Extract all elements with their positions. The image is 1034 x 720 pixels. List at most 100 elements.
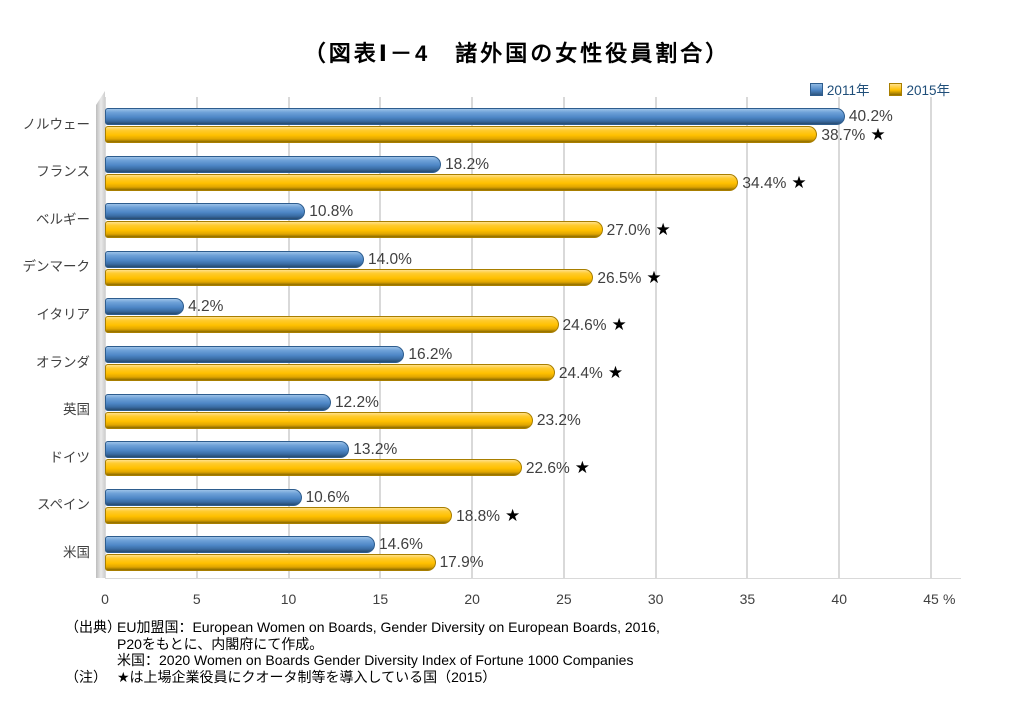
- bar-value-label: 26.5% ★: [597, 267, 662, 287]
- legend-label-2011: 2011年: [826, 83, 870, 98]
- category-label: デンマーク: [22, 259, 91, 275]
- category-label: ドイツ: [49, 449, 91, 465]
- category-label: オランダ: [36, 354, 90, 370]
- bar-2011: [105, 536, 375, 554]
- bar-value-label: 14.6%: [378, 536, 423, 554]
- bar-2015: [105, 506, 453, 524]
- bar-value-label: 22.6% ★: [525, 458, 591, 478]
- bar-2015: [105, 459, 522, 477]
- footnotes: （出典） EU加盟国：European Women on Boards, Gen…: [65, 619, 660, 685]
- footnote-source-text-2: P20をもとに、内閣府にて作成。: [117, 635, 324, 652]
- bar-value-label: 18.2%: [445, 155, 490, 173]
- bar-2011: [105, 488, 302, 506]
- x-tick-label: 25: [556, 591, 572, 607]
- category-label: スペイン: [36, 497, 90, 513]
- quota-star-icon: ★: [646, 267, 662, 287]
- footnote-note-label: （注）: [65, 668, 107, 685]
- category-label: ベルギー: [36, 211, 90, 227]
- bar-2011: [105, 298, 185, 316]
- bar-value-label: 27.0% ★: [606, 220, 671, 240]
- bar-value-label: 24.4% ★: [558, 363, 624, 382]
- legend-swatch-2011-icon: [809, 82, 823, 96]
- gridline: [195, 97, 198, 578]
- gridline: [930, 97, 932, 578]
- category-label: フランス: [36, 164, 90, 180]
- quota-star-icon: ★: [655, 220, 671, 240]
- bar-value-label: 17.9%: [439, 554, 484, 572]
- quota-star-icon: ★: [870, 125, 886, 144]
- bar-value-label: 10.8%: [309, 203, 354, 221]
- x-tick-label: 30: [647, 591, 664, 607]
- footnote-source-line-2: P20をもとに、内閣府にて作成。: [65, 636, 660, 653]
- bar-2015: [105, 316, 559, 334]
- footnote-source-text-1: EU加盟国：European Women on Boards, Gender D…: [117, 619, 660, 635]
- gridline: [379, 97, 382, 578]
- bar-value-label: 34.4% ★: [742, 172, 807, 192]
- quota-star-icon: ★: [574, 458, 591, 478]
- bar-2015: [105, 411, 533, 429]
- gridline: [654, 97, 657, 578]
- bar-value-label: 18.8% ★: [456, 505, 521, 525]
- bar-value-label: 40.2%: [848, 108, 893, 125]
- footnote-source-line-1: （出典） EU加盟国：European Women on Boards, Gen…: [65, 619, 660, 636]
- bar-2015: [105, 173, 739, 191]
- x-axis-line: [105, 578, 961, 579]
- x-axis-unit-label: %: [943, 591, 956, 607]
- bar-value-label: 23.2%: [536, 411, 581, 429]
- bar-value-label: 12.2%: [334, 393, 379, 411]
- category-label: イタリア: [36, 306, 90, 322]
- quota-star-icon: ★: [607, 363, 624, 382]
- x-tick-label: 35: [739, 591, 756, 607]
- footnote-note-text: ★は上場企業役員にクオータ制等を導入している国（2015）: [117, 668, 497, 685]
- footnote-source-line-3: 米国：2020 Women on Boards Gender Diversity…: [65, 652, 660, 669]
- quota-star-icon: ★: [611, 315, 627, 335]
- bar-2011: [105, 203, 306, 221]
- footnote-note-line: （注） ★は上場企業役員にクオータ制等を導入している国（2015）: [65, 669, 660, 686]
- bar-value-label: 24.6% ★: [562, 315, 627, 335]
- bar-2011: [105, 346, 405, 363]
- footnote-source-text-3: 米国：2020 Women on Boards Gender Diversity…: [117, 652, 634, 668]
- gridline: [562, 97, 565, 578]
- bar-2015: [105, 364, 555, 381]
- quota-star-icon: ★: [791, 172, 807, 192]
- legend: 2011年 2015年: [809, 79, 950, 99]
- bar-2011: [105, 155, 442, 173]
- bar-2011: [105, 441, 350, 459]
- axis-wall: [96, 91, 105, 578]
- bar-2015: [105, 554, 436, 572]
- gridline: [287, 97, 290, 578]
- gridline: [838, 97, 841, 578]
- x-tick-label: 0: [101, 591, 109, 607]
- gridline: [471, 97, 474, 578]
- legend-label-2015: 2015年: [906, 83, 950, 98]
- gridline: [104, 97, 106, 578]
- bar-2015: [105, 268, 594, 286]
- gridline: [746, 97, 749, 578]
- bar-value-label: 10.6%: [305, 488, 350, 506]
- x-tick-label: 40: [831, 591, 847, 607]
- x-tick-label: 45: [923, 591, 939, 607]
- bar-2011: [105, 250, 364, 268]
- x-tick-label: 10: [280, 591, 297, 607]
- bar-value-label: 13.2%: [353, 441, 398, 459]
- category-label: 米国: [63, 544, 90, 560]
- category-label: ノルウェー: [22, 116, 91, 132]
- x-tick-label: 20: [464, 591, 480, 607]
- x-tick-label: 5: [192, 591, 201, 607]
- footnote-source-label: （出典）: [65, 619, 121, 635]
- bar-2015: [105, 126, 818, 143]
- category-label: 英国: [63, 402, 90, 418]
- bar-value-label: 38.7% ★: [821, 125, 886, 144]
- bar-value-label: 16.2%: [408, 346, 453, 363]
- bar-value-label: 4.2%: [188, 298, 224, 316]
- bar-2015: [105, 221, 603, 239]
- bar-2011: [105, 108, 845, 125]
- legend-item-2015: 2015年: [889, 79, 950, 99]
- legend-item-2011: 2011年: [809, 79, 870, 99]
- legend-swatch-2015-icon: [889, 82, 903, 96]
- chart-title: （図表Ⅰ－4 諸外国の女性役員割合）: [303, 41, 731, 66]
- bar-value-label: 14.0%: [367, 250, 412, 268]
- quota-star-icon: ★: [505, 505, 521, 525]
- bar-2011: [105, 393, 331, 411]
